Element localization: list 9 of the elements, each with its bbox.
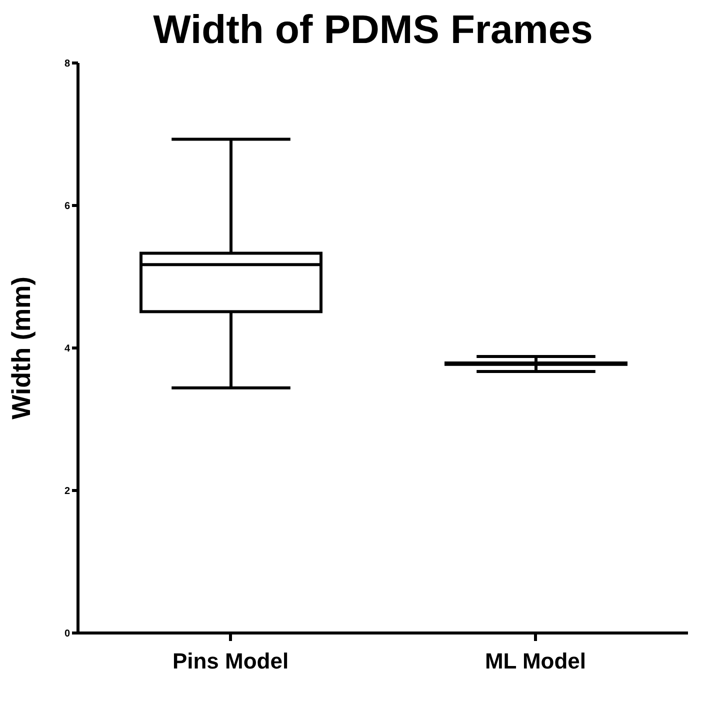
y-tick-label: 0 [64,628,70,640]
y-tick-label: 2 [64,486,70,498]
y-axis-title: Width (mm) [6,276,36,420]
x-tick-label: ML Model [484,648,586,674]
y-tick-label: 4 [64,344,70,355]
y-tick-label: 8 [64,58,70,70]
chart-title: Width of PDMS Frames [152,8,594,53]
x-tick-label: Pins Model [172,648,289,674]
y-tick-label: 6 [64,201,70,212]
